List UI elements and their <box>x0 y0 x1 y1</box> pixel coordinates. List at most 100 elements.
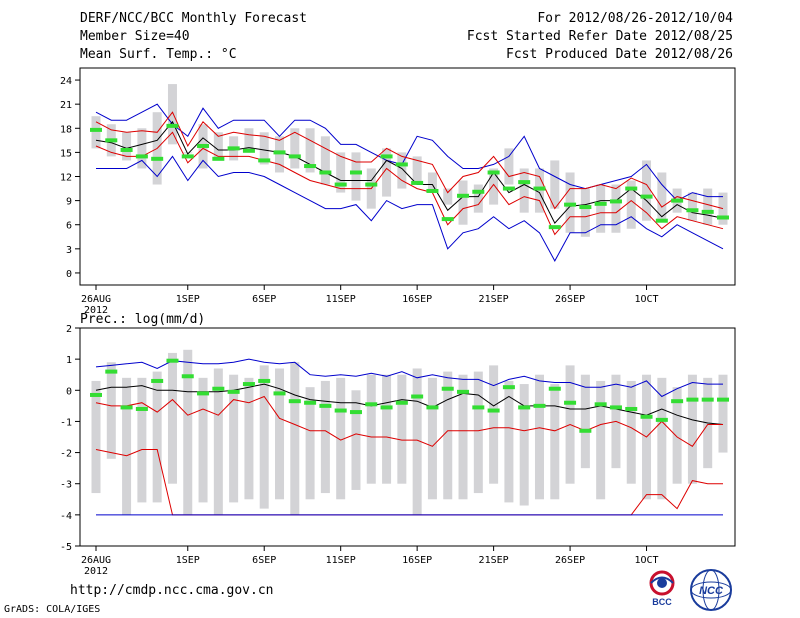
temp-median-bar <box>625 186 638 191</box>
prec-median-bar <box>197 391 210 396</box>
temp-xtick-label: 21SEP <box>479 294 509 305</box>
temp-spread-box <box>580 188 590 237</box>
temp-spread-box <box>473 184 483 213</box>
temp-median-bar <box>441 217 454 222</box>
prec-ytick-label: -2 <box>60 449 72 460</box>
temp-median-bar <box>151 156 164 161</box>
temp-line-ensemble-max <box>95 103 723 202</box>
temp-xtick-label: 16SEP <box>402 294 432 305</box>
prec-spread-box <box>152 371 162 503</box>
forecast-started-date: Fcst Started Refer Date 2012/08/25 <box>466 29 733 44</box>
temp-xtick-year: 2012 <box>84 305 108 316</box>
temp-median-bar <box>181 154 194 159</box>
prec-median-bar <box>502 385 515 390</box>
temp-median-bar <box>564 202 577 207</box>
prec-median-bar <box>395 400 408 405</box>
source-url[interactable]: http://cmdp.ncc.cma.gov.cn <box>70 583 274 598</box>
temp-spread-box <box>213 132 223 161</box>
temp-spread-box <box>91 116 101 149</box>
temp-spread-box <box>565 172 575 233</box>
temp-median-bar <box>594 201 607 206</box>
forecast-produced-date: Fcst Produced Date 2012/08/26 <box>506 47 733 62</box>
prec-median-bar <box>411 394 424 399</box>
temp-median-bar <box>502 186 515 191</box>
temp-median-bar <box>242 148 255 153</box>
temp-spread-box <box>443 188 453 205</box>
temp-spread-box <box>167 84 177 145</box>
prec-median-bar <box>686 397 699 402</box>
temp-median-bar <box>533 186 546 191</box>
temp-median-bar <box>349 170 362 175</box>
prec-xtick-label: 1OCT <box>634 555 658 566</box>
temp-line-ensemble-mean <box>95 120 724 224</box>
temp-spread-box <box>534 168 544 213</box>
temp-spread-box <box>320 136 330 185</box>
temp-median-bar <box>288 154 301 159</box>
prec-median-bar <box>90 392 102 397</box>
prec-spread-box <box>550 384 560 500</box>
prec-median-bar <box>105 369 118 374</box>
bcc-logo-label: BCC <box>652 597 672 607</box>
temp-ytick-label: 3 <box>66 245 72 256</box>
prec-ytick-label: -4 <box>60 511 72 522</box>
prec-ytick-label: -5 <box>60 542 72 553</box>
temp-spread-box <box>351 152 361 201</box>
temp-median-bar <box>411 180 424 185</box>
temp-median-bar <box>380 154 393 159</box>
temp-median-bar <box>197 143 210 148</box>
temp-plot-frame <box>79 67 736 286</box>
prec-median-bar <box>319 403 332 408</box>
temp-median-bar <box>319 170 332 175</box>
member-size: Member Size=40 <box>80 29 190 44</box>
prec-median-bar <box>441 386 454 391</box>
temp-median-bar <box>717 215 729 220</box>
prec-ytick-label: 2 <box>66 324 72 335</box>
temp-xtick-label: 11SEP <box>326 294 356 305</box>
prec-median-bar <box>120 405 133 410</box>
temp-spread-box <box>596 184 606 233</box>
prec-spread-box <box>198 377 208 503</box>
prec-median-bar <box>655 417 668 422</box>
figure-title: DERF/NCC/BCC Monthly Forecast <box>80 11 307 26</box>
temp-median-bar <box>487 170 500 175</box>
prec-plot-frame <box>79 327 736 547</box>
prec-median-bar <box>518 405 531 410</box>
prec-spread-box <box>336 377 346 500</box>
prec-spread-box <box>519 384 529 506</box>
temp-median-bar <box>120 147 133 152</box>
prec-median-bar <box>227 389 240 394</box>
temp-xtick-label: 26SEP <box>555 294 585 305</box>
temp-median-bar <box>472 189 485 194</box>
prec-xtick-label: 6SEP <box>252 555 276 566</box>
prec-median-bar <box>426 405 439 410</box>
prec-median-bar <box>717 397 729 402</box>
temp-median-bar <box>334 182 347 187</box>
prec-spread-box <box>427 377 437 500</box>
prec-median-bar <box>258 378 271 383</box>
prec-line-upper-spread <box>95 395 723 447</box>
prec-median-bar <box>457 389 470 394</box>
temp-median-bar <box>609 199 622 204</box>
prec-spread-box <box>489 365 499 484</box>
temp-spread-box <box>458 180 468 225</box>
temp-median-bar <box>135 154 148 159</box>
prec-ytick-label: 0 <box>66 386 72 397</box>
prec-median-bar <box>487 408 500 413</box>
temp-median-bar <box>258 158 271 163</box>
temp-median-bar <box>166 123 179 128</box>
prec-median-bar <box>181 374 194 379</box>
temp-xtick-label: 1SEP <box>176 294 200 305</box>
prec-median-bar <box>212 386 225 391</box>
prec-ytick-label: -1 <box>60 417 72 428</box>
prec-spread-box <box>244 377 254 500</box>
prec-spread-box <box>382 374 392 484</box>
grads-credit: GrADS: COLA/IGES <box>4 604 101 615</box>
ncc-logo-label: NCC <box>699 585 724 597</box>
prec-median-bar <box>166 358 179 363</box>
temp-median-bar <box>105 138 118 143</box>
temp-median-bar <box>640 194 653 199</box>
temp-median-bar <box>671 198 684 203</box>
variable-label: Mean Surf. Temp.: °C <box>80 47 237 62</box>
temp-median-bar <box>686 208 699 213</box>
